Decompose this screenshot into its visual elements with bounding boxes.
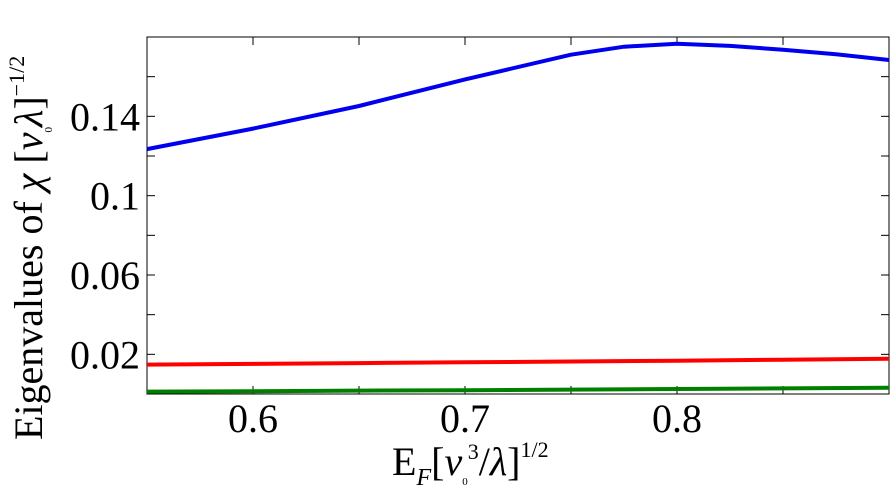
y-tick-label: 0.02 — [70, 332, 140, 377]
y-label-bracket-close: ] — [6, 96, 51, 109]
tick-labels: 0.6 0.7 0.8 0.02 0.06 0.1 0.14 — [70, 94, 702, 441]
x-label-v-sub: 0 — [462, 476, 468, 488]
x-label-lambda: λ — [489, 439, 507, 484]
y-tick-label: 0.1 — [90, 174, 140, 219]
x-tick-label: 0.7 — [440, 396, 490, 441]
x-label-slash: / — [479, 439, 491, 484]
x-label-base: E — [392, 439, 416, 484]
y-label-v-sub: 0 — [43, 126, 55, 132]
x-label-sub: F — [415, 465, 431, 491]
y-tick-label: 0.14 — [70, 94, 140, 139]
x-label-bracket-close: ] — [507, 439, 520, 484]
x-label-v-sup: 3 — [468, 439, 479, 464]
y-tick-label: 0.06 — [70, 253, 140, 298]
y-label-v: v — [6, 132, 51, 150]
axis-ticks — [147, 37, 889, 394]
y-label-text: Eigenvalues of — [6, 191, 51, 440]
x-label-bracket-open: [ — [431, 439, 444, 484]
x-tick-label: 0.6 — [228, 396, 278, 441]
y-axis-label: Eigenvalues of χ [v0λ]−1/2 — [4, 56, 55, 440]
y-label-lambda: λ — [6, 110, 51, 128]
series-line-2 — [146, 356, 890, 367]
plot-frame — [146, 36, 890, 395]
y-label-power: −1/2 — [4, 56, 29, 97]
x-tick-label: 0.8 — [652, 396, 702, 441]
series-line-3 — [146, 385, 890, 394]
y-label-bracket-open: [ — [6, 150, 51, 173]
series-lines — [146, 41, 890, 394]
x-axis-label: EF[v03/λ]1/2 — [392, 437, 549, 491]
y-label-chi: χ — [6, 172, 51, 195]
x-label-power: 1/2 — [520, 437, 548, 462]
series-line-1 — [146, 41, 890, 152]
x-label-v: v — [444, 439, 462, 484]
